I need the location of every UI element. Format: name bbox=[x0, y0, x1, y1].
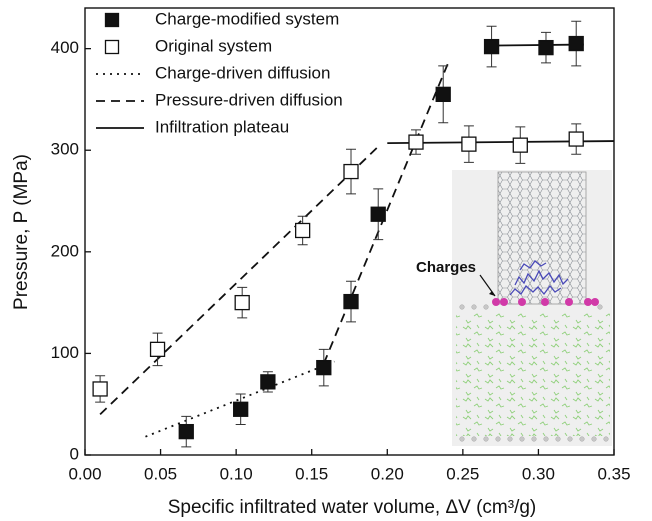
legend-label: Infiltration plateau bbox=[155, 117, 289, 136]
x-axis-label: Specific infiltrated water volume, ΔV (c… bbox=[168, 497, 537, 518]
data-point bbox=[435, 86, 451, 103]
data-point bbox=[538, 39, 554, 56]
x-tick-label: 0.20 bbox=[371, 464, 404, 483]
fit-line bbox=[99, 63, 449, 416]
data-point bbox=[343, 293, 359, 310]
annotation: Charges bbox=[416, 259, 476, 276]
data-point bbox=[370, 206, 386, 222]
legend-label: Charge-driven diffusion bbox=[155, 63, 330, 82]
data-point bbox=[316, 359, 332, 376]
data-point bbox=[408, 134, 424, 150]
x-tick-label: 0.10 bbox=[220, 464, 253, 483]
legend-label: Charge-modified system bbox=[155, 9, 339, 28]
fit-line bbox=[387, 43, 615, 145]
x-tick-label: 0.35 bbox=[597, 464, 630, 483]
legend-label: Original system bbox=[155, 36, 272, 55]
legend-marker bbox=[104, 12, 120, 28]
x-tick-label: 0.30 bbox=[522, 464, 555, 483]
legend-marker bbox=[104, 39, 120, 55]
data-point bbox=[568, 131, 584, 147]
x-tick-label: 0.05 bbox=[144, 464, 177, 483]
x-tick-label: 0.15 bbox=[295, 464, 328, 483]
plot-frame bbox=[84, 7, 615, 456]
y-axis-label: Pressure, P (MPa) bbox=[11, 154, 32, 310]
data-point bbox=[568, 35, 584, 52]
data-point bbox=[178, 423, 194, 440]
legend-label: Pressure-driven diffusion bbox=[155, 90, 343, 109]
data-point bbox=[294, 222, 311, 239]
fit-line bbox=[145, 360, 335, 438]
data-point bbox=[483, 38, 500, 55]
data-point bbox=[234, 294, 250, 311]
y-tick-label: 200 bbox=[51, 241, 79, 260]
y-tick-label: 300 bbox=[51, 140, 79, 159]
data-point bbox=[461, 136, 477, 152]
data-point bbox=[92, 381, 108, 397]
x-tick-label: 0.00 bbox=[68, 464, 101, 483]
y-tick-label: 100 bbox=[51, 343, 79, 362]
x-tick-label: 0.25 bbox=[446, 464, 479, 483]
data-point bbox=[512, 137, 528, 153]
data-point bbox=[343, 163, 359, 180]
y-tick-label: 0 bbox=[70, 444, 79, 463]
data-point bbox=[260, 374, 276, 390]
data-point bbox=[149, 341, 166, 357]
y-tick-label: 400 bbox=[51, 38, 79, 57]
data-point bbox=[233, 401, 249, 417]
inset-illustration: Charges bbox=[416, 170, 612, 446]
